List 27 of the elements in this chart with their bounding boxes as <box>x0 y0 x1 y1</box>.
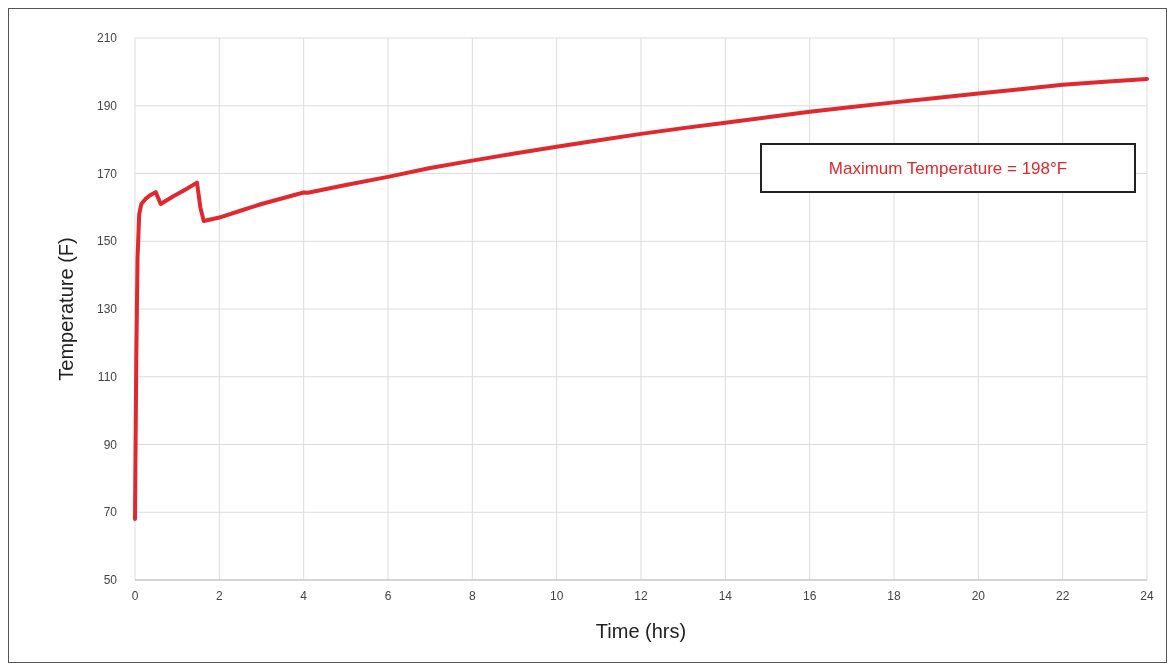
x-tick-label: 4 <box>300 589 308 603</box>
annotation: Maximum Temperature = 198°F <box>828 159 1068 178</box>
x-tick-label: 2 <box>215 589 223 603</box>
x-tick-label: 18 <box>887 589 901 603</box>
y-tick-label: 110 <box>97 369 118 384</box>
y-tick-label: 190 <box>96 98 118 113</box>
x-tick-label: 10 <box>549 589 564 603</box>
x-tick-label: 8 <box>468 589 476 603</box>
note-box: Maximum Temperature = 198°F <box>760 143 1136 193</box>
x-axis-title: Time (hrs) <box>595 620 687 642</box>
x-tick-label: 16 <box>802 589 817 603</box>
y-tick-label: 70 <box>103 505 118 520</box>
y-tick-label: 130 <box>96 302 118 316</box>
y-tick-label: 210 <box>96 31 118 45</box>
x-tick-label: 0 <box>131 589 139 603</box>
y-axis-title: Temperature (F) <box>55 237 77 381</box>
x-tick-label: 6 <box>384 589 392 603</box>
x-tick-label: 12 <box>634 589 648 603</box>
x-tick-label: 24 <box>1140 589 1154 603</box>
x-tick-label: 14 <box>718 589 733 603</box>
y-tick-label: 150 <box>96 234 118 249</box>
x-tick-label: 20 <box>971 589 986 603</box>
y-tick-label: 50 <box>103 573 118 587</box>
y-tick-label: 170 <box>96 166 118 181</box>
line-series <box>133 76 1149 522</box>
x-tick-label: 22 <box>1055 589 1070 603</box>
y-tick-label: 90 <box>103 437 118 452</box>
